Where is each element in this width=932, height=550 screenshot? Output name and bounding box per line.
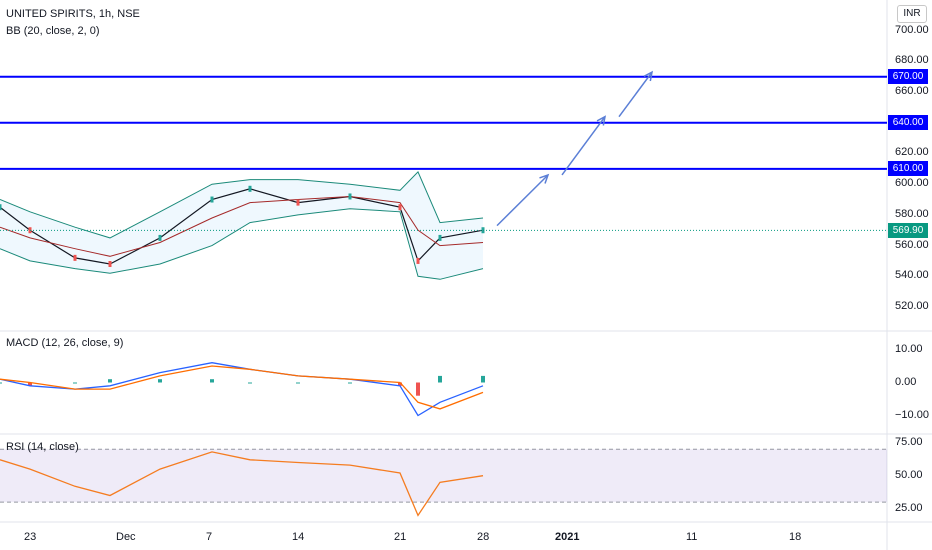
- price-series-bb-basis: [0, 195, 484, 257]
- macd-histogram-bar: [416, 382, 420, 396]
- rsi-legend: RSI (14, close): [6, 441, 79, 453]
- candle-point: [416, 257, 420, 264]
- candle-point: [398, 204, 402, 211]
- price-tick-label: 620.00: [895, 146, 929, 159]
- price-tag: 610.00: [888, 161, 928, 177]
- chart-title: UNITED SPIRITS, 1h, NSE: [6, 8, 140, 20]
- projection-arrowhead: [643, 70, 654, 82]
- projection-arrowhead: [596, 115, 607, 126]
- macd-histogram-bar: [248, 382, 252, 384]
- macd-tick-label: −10.00: [895, 408, 929, 421]
- projection-arrow: [561, 116, 606, 176]
- macd-histogram-bar: [210, 379, 214, 383]
- time-tick-label: 28: [477, 531, 490, 543]
- time-tick-label: 21: [394, 531, 407, 543]
- bb-legend: BB (20, close, 2, 0): [6, 25, 100, 37]
- price-tick-label: 700.00: [895, 23, 929, 36]
- bb-band-fill: [0, 171, 483, 280]
- macd-histogram-bar: [481, 375, 485, 383]
- macd-legend: MACD (12, 26, close, 9): [6, 337, 124, 349]
- time-tick-label: Dec: [116, 531, 136, 543]
- rsi-line: [0, 451, 484, 517]
- macd-histogram-bar: [73, 382, 77, 384]
- macd-histogram-bar: [28, 382, 32, 386]
- candle-point: [348, 193, 352, 200]
- rsi-tick-label: 75.00: [895, 435, 923, 448]
- macd-histogram-bar: [0, 382, 2, 384]
- candle-point: [210, 196, 214, 203]
- macd-histogram-bar: [158, 379, 162, 383]
- price-tick-label: 680.00: [895, 54, 929, 67]
- time-tick-label: 18: [789, 531, 802, 543]
- time-tick-label: 23: [24, 531, 37, 543]
- time-tick-label: 2021: [555, 531, 580, 543]
- price-tag: 640.00: [888, 115, 928, 131]
- macd-tick-label: 10.00: [895, 342, 923, 355]
- price-tick-label: 520.00: [895, 299, 929, 312]
- candle-point: [0, 204, 2, 211]
- time-tick-label: 11: [686, 531, 698, 543]
- projection-arrow: [618, 71, 653, 118]
- currency-label: INR: [903, 8, 921, 19]
- projection-arrow: [496, 174, 549, 227]
- macd-histogram-bar: [398, 382, 402, 386]
- price-tick-label: 580.00: [895, 207, 929, 220]
- macd-histogram-bar: [438, 375, 442, 383]
- price-tag: 569.90: [888, 222, 928, 238]
- rsi-tick-label: 50.00: [895, 468, 923, 481]
- candle-point: [296, 199, 300, 206]
- projection-arrowhead: [539, 173, 550, 184]
- candle-point: [108, 261, 112, 267]
- rsi-tick-label: 25.00: [895, 501, 923, 514]
- price-series-bb-upper: [0, 171, 484, 239]
- macd-histogram-bar: [348, 382, 352, 384]
- candle-point: [438, 234, 442, 241]
- candle-point: [73, 254, 77, 261]
- time-tick-label: 7: [206, 531, 213, 543]
- macd-line-signal: [0, 365, 484, 410]
- price-tick-label: 560.00: [895, 238, 929, 251]
- time-tick-label: 14: [292, 531, 305, 543]
- candle-point: [158, 234, 162, 241]
- macd-tick-label: 0.00: [895, 375, 917, 388]
- macd-histogram-bar: [108, 379, 112, 383]
- price-tick-label: 660.00: [895, 85, 929, 98]
- macd-histogram-bar: [296, 382, 300, 384]
- currency-icon[interactable]: INR: [897, 5, 927, 23]
- price-tick-label: 540.00: [895, 269, 929, 282]
- rsi-band-fill: [0, 449, 887, 503]
- price-series-bb-lower: [0, 208, 484, 280]
- price-tick-label: 600.00: [895, 177, 929, 190]
- candle-point: [248, 185, 252, 192]
- price-tag: 670.00: [888, 69, 928, 85]
